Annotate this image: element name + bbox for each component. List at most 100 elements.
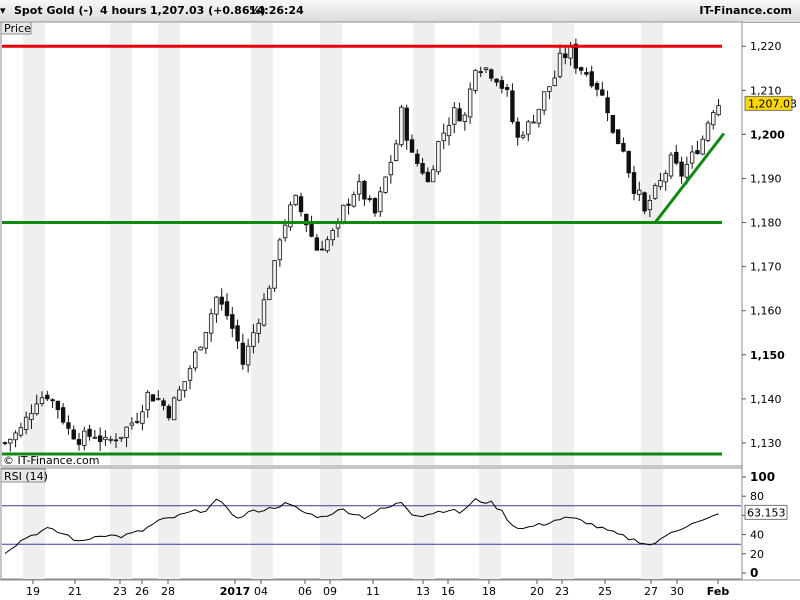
candle-body bbox=[711, 112, 716, 126]
candle-body bbox=[13, 432, 18, 441]
time-tick-label: 28 bbox=[161, 585, 175, 598]
candle-body bbox=[293, 194, 298, 205]
candle-body bbox=[415, 153, 420, 164]
time-tick-label: 13 bbox=[416, 585, 430, 598]
candle-body bbox=[420, 163, 425, 174]
current-rsi-label: 63.153 bbox=[747, 506, 786, 519]
price-tick-label: 1,160 bbox=[750, 305, 782, 318]
time-tick-label: 23 bbox=[113, 585, 127, 598]
last-quote: 1,207.03 (+0.86%) bbox=[150, 4, 266, 17]
time-tick-label: 27 bbox=[644, 585, 658, 598]
candle-body bbox=[282, 224, 288, 239]
candle-body bbox=[499, 80, 505, 89]
day-shade bbox=[320, 23, 342, 465]
candle-body bbox=[256, 322, 261, 334]
brand-label: IT-Finance.com bbox=[699, 4, 792, 17]
day-shade bbox=[320, 469, 342, 579]
price-tick-label: 1,170 bbox=[750, 261, 782, 274]
rsi-line bbox=[4, 497, 719, 554]
candle-body bbox=[573, 43, 579, 69]
day-shade bbox=[479, 469, 501, 579]
candle-body bbox=[452, 107, 457, 125]
candle-body bbox=[161, 400, 166, 406]
candle-body bbox=[520, 134, 526, 138]
rsi-tick-label: 20 bbox=[750, 548, 764, 561]
candle-body bbox=[298, 196, 304, 213]
candle-body bbox=[341, 204, 346, 223]
candle-body bbox=[129, 422, 135, 426]
candle-body bbox=[245, 345, 251, 366]
candle-body bbox=[393, 143, 399, 161]
candle-body bbox=[536, 108, 542, 124]
candle-body bbox=[219, 296, 224, 305]
time-tick-label: 11 bbox=[366, 585, 380, 598]
day-shade bbox=[23, 469, 45, 579]
candle-body bbox=[50, 399, 55, 402]
candle-body bbox=[267, 287, 272, 301]
time-tick-label: 21 bbox=[68, 585, 82, 598]
candle-body bbox=[626, 150, 631, 174]
candle-body bbox=[171, 397, 177, 421]
candle-body bbox=[610, 114, 616, 133]
window-menu-icon[interactable]: ▾ bbox=[0, 4, 6, 17]
candle-body bbox=[383, 176, 388, 193]
day-shade bbox=[641, 469, 663, 579]
candle-body bbox=[700, 138, 705, 155]
candle-body bbox=[124, 426, 129, 438]
candle-body bbox=[356, 181, 362, 195]
candle-body bbox=[145, 391, 150, 411]
candle-body bbox=[489, 69, 494, 79]
time-tick-label: 25 bbox=[598, 585, 612, 598]
candle-body bbox=[103, 436, 108, 441]
candle-body bbox=[187, 368, 193, 381]
candle-body bbox=[230, 314, 235, 329]
candle-body bbox=[134, 421, 140, 423]
candle-body bbox=[309, 224, 314, 237]
day-shade bbox=[479, 23, 501, 465]
candle-body bbox=[668, 154, 674, 177]
candle-body bbox=[430, 169, 436, 183]
chart-title-bar: ▾ Spot Gold (-) 4 hours 1,207.03 (+0.86%… bbox=[0, 0, 800, 23]
price-tick-label: 1,220 bbox=[750, 40, 782, 53]
time-tick-label: 26 bbox=[135, 585, 149, 598]
candle-body bbox=[97, 435, 103, 442]
rsi-label-box bbox=[0, 468, 46, 483]
watermark-label: © IT-Finance.com bbox=[3, 454, 100, 467]
candle-body bbox=[462, 114, 468, 122]
quote-time: 14:26:24 bbox=[249, 4, 304, 17]
candle-body bbox=[92, 436, 98, 439]
candle-body bbox=[716, 105, 721, 116]
rsi-tick-label: 80 bbox=[750, 490, 764, 503]
candle-body bbox=[55, 400, 61, 411]
candle-body bbox=[425, 171, 431, 183]
candle-body bbox=[494, 78, 499, 83]
day-shade bbox=[413, 23, 435, 465]
candle-body bbox=[29, 413, 34, 420]
candle-body bbox=[578, 67, 584, 71]
candles bbox=[2, 38, 721, 452]
instrument-name: Spot Gold (-) bbox=[14, 4, 94, 17]
time-tick-label: 09 bbox=[323, 585, 337, 598]
price-tick-label: 1,180 bbox=[750, 217, 782, 230]
candle-body bbox=[594, 83, 600, 90]
price-label-box bbox=[0, 21, 32, 35]
candle-body bbox=[66, 422, 71, 429]
day-shade bbox=[158, 469, 180, 579]
candle-body bbox=[467, 88, 473, 118]
price-tick-label: 1,150 bbox=[750, 349, 785, 362]
time-tick-label: 19 bbox=[26, 585, 40, 598]
candle-body bbox=[60, 407, 66, 423]
candle-body bbox=[547, 86, 552, 92]
price-tick-label: 1,190 bbox=[750, 172, 782, 185]
candle-body bbox=[45, 394, 50, 400]
candle-body bbox=[251, 332, 256, 347]
candle-body bbox=[240, 342, 246, 365]
candle-body bbox=[23, 416, 29, 430]
candle-body bbox=[684, 164, 690, 178]
candle-body bbox=[615, 129, 621, 145]
price-tick-label: 1,140 bbox=[750, 393, 782, 406]
candle-body bbox=[621, 142, 626, 152]
day-shade bbox=[251, 469, 273, 579]
candle-body bbox=[695, 150, 700, 155]
